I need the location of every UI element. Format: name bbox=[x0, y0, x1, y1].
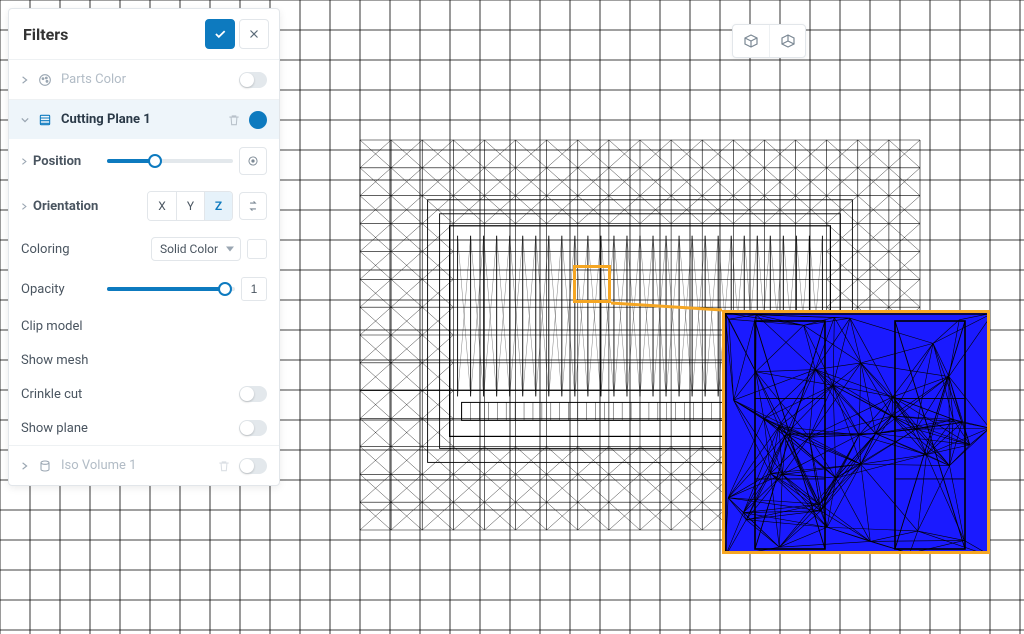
filter-iso-volume[interactable]: Iso Volume 1 bbox=[9, 445, 279, 485]
show-mesh-label: Show mesh bbox=[21, 353, 267, 368]
position-row: Position bbox=[9, 139, 279, 183]
palette-icon bbox=[37, 72, 55, 88]
flip-orientation-button[interactable] bbox=[239, 192, 267, 220]
coloring-select[interactable]: Solid Color bbox=[151, 237, 241, 261]
orientation-row: Orientation XYZ bbox=[9, 183, 279, 229]
clip-model-label: Clip model bbox=[21, 319, 267, 334]
view-iso-button[interactable] bbox=[769, 25, 805, 57]
panel-header: Filters bbox=[9, 9, 279, 59]
axis-x-button[interactable]: X bbox=[148, 192, 176, 220]
apply-button[interactable] bbox=[205, 19, 235, 49]
opacity-slider[interactable] bbox=[107, 287, 235, 291]
position-center-button[interactable] bbox=[239, 147, 267, 175]
zoom-detail-view bbox=[722, 310, 990, 554]
plane-icon bbox=[37, 112, 55, 128]
opacity-label: Opacity bbox=[21, 282, 65, 297]
show-plane-label: Show plane bbox=[21, 421, 239, 436]
panel-title: Filters bbox=[23, 25, 201, 44]
chevron-right-icon bbox=[21, 154, 29, 169]
parts-color-toggle[interactable] bbox=[239, 72, 267, 88]
opacity-input[interactable] bbox=[241, 277, 267, 301]
show-plane-row: Show plane bbox=[9, 411, 279, 445]
iso-volume-toggle[interactable] bbox=[239, 458, 267, 474]
crinkle-cut-label: Crinkle cut bbox=[21, 387, 239, 402]
filter-cutting-plane[interactable]: Cutting Plane 1 bbox=[9, 99, 279, 139]
orientation-label: Orientation bbox=[33, 199, 98, 214]
chevron-right-icon bbox=[21, 76, 31, 84]
position-label: Position bbox=[33, 154, 81, 169]
clip-model-row: Clip model bbox=[9, 309, 279, 343]
crinkle-cut-row: Crinkle cut bbox=[9, 377, 279, 411]
zoom-mesh bbox=[725, 313, 990, 554]
filters-panel: Filters Parts Color Cutting Plane 1 bbox=[8, 8, 280, 486]
filter-label: Parts Color bbox=[61, 72, 233, 87]
delete-icon[interactable] bbox=[217, 459, 233, 473]
filter-label: Cutting Plane 1 bbox=[61, 112, 221, 127]
cutting-plane-toggle[interactable] bbox=[249, 111, 267, 129]
chevron-right-icon bbox=[21, 462, 31, 470]
show-mesh-row: Show mesh bbox=[9, 343, 279, 377]
view-front-button[interactable] bbox=[733, 25, 769, 57]
coloring-row: Coloring Solid Color bbox=[9, 229, 279, 269]
chevron-down-icon bbox=[21, 116, 31, 124]
filter-label: Iso Volume 1 bbox=[61, 458, 211, 473]
color-swatch[interactable] bbox=[247, 239, 267, 259]
show-plane-toggle[interactable] bbox=[239, 420, 267, 436]
axis-y-button[interactable]: Y bbox=[176, 192, 204, 220]
crinkle-cut-toggle[interactable] bbox=[239, 386, 267, 402]
chevron-right-icon bbox=[21, 199, 29, 214]
opacity-row: Opacity bbox=[9, 269, 279, 309]
axis-z-button[interactable]: Z bbox=[204, 192, 232, 220]
axis-selector: XYZ bbox=[147, 191, 233, 221]
coloring-label: Coloring bbox=[21, 242, 70, 257]
iso-volume-icon bbox=[37, 458, 55, 474]
position-slider[interactable] bbox=[107, 159, 233, 163]
close-button[interactable] bbox=[239, 19, 269, 49]
view-controls bbox=[732, 24, 806, 58]
delete-icon[interactable] bbox=[227, 113, 243, 127]
filter-parts-color[interactable]: Parts Color bbox=[9, 59, 279, 99]
